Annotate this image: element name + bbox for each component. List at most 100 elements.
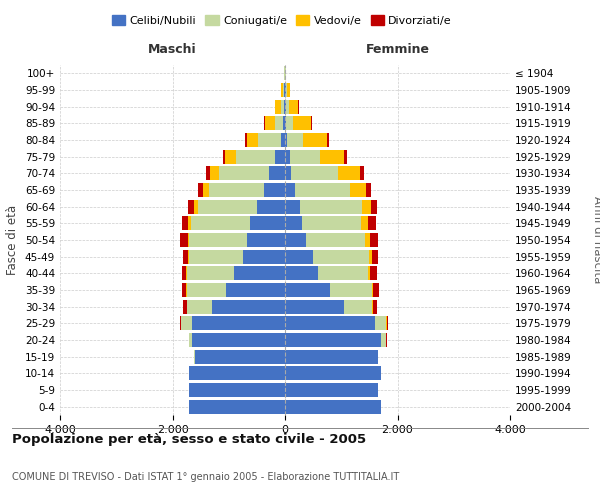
Bar bbox=[371, 200, 377, 214]
Bar bbox=[258, 133, 281, 147]
Bar bbox=[368, 266, 370, 280]
Bar bbox=[317, 266, 368, 280]
Bar bbox=[247, 133, 258, 147]
Bar bbox=[286, 83, 287, 97]
Bar bbox=[372, 283, 373, 297]
Legend: Celibi/Nubili, Coniugati/e, Vedovi/e, Divorziati/e: Celibi/Nubili, Coniugati/e, Vedovi/e, Di… bbox=[107, 10, 457, 30]
Bar bbox=[275, 100, 281, 114]
Bar bbox=[286, 100, 289, 114]
Bar bbox=[245, 133, 247, 147]
Bar bbox=[302, 216, 361, 230]
Bar bbox=[243, 250, 285, 264]
Text: Femmine: Femmine bbox=[365, 44, 430, 57]
Bar bbox=[375, 316, 386, 330]
Bar bbox=[182, 266, 186, 280]
Bar bbox=[361, 216, 368, 230]
Bar bbox=[370, 266, 377, 280]
Bar bbox=[290, 150, 320, 164]
Bar bbox=[281, 133, 285, 147]
Bar bbox=[287, 133, 303, 147]
Bar bbox=[182, 283, 186, 297]
Y-axis label: Fasce di età: Fasce di età bbox=[7, 205, 19, 275]
Bar bbox=[285, 100, 286, 114]
Bar bbox=[285, 200, 299, 214]
Bar bbox=[285, 333, 380, 347]
Bar bbox=[212, 300, 285, 314]
Bar bbox=[360, 166, 364, 180]
Bar bbox=[338, 166, 360, 180]
Bar bbox=[187, 266, 235, 280]
Bar bbox=[344, 150, 347, 164]
Bar bbox=[285, 216, 302, 230]
Bar bbox=[182, 216, 188, 230]
Bar bbox=[198, 200, 257, 214]
Bar bbox=[285, 316, 375, 330]
Bar bbox=[188, 216, 191, 230]
Bar bbox=[191, 216, 250, 230]
Bar bbox=[287, 83, 290, 97]
Bar bbox=[250, 216, 285, 230]
Bar bbox=[199, 183, 203, 197]
Bar bbox=[368, 216, 376, 230]
Bar bbox=[281, 100, 284, 114]
Bar bbox=[285, 283, 330, 297]
Bar bbox=[188, 233, 190, 247]
Bar bbox=[372, 250, 378, 264]
Bar bbox=[257, 200, 285, 214]
Bar bbox=[370, 233, 378, 247]
Bar bbox=[283, 83, 284, 97]
Bar bbox=[313, 250, 370, 264]
Bar bbox=[218, 166, 269, 180]
Bar bbox=[350, 183, 366, 197]
Bar bbox=[285, 233, 307, 247]
Bar bbox=[386, 316, 388, 330]
Bar bbox=[223, 150, 226, 164]
Bar bbox=[195, 350, 285, 364]
Bar bbox=[188, 200, 194, 214]
Text: Maschi: Maschi bbox=[148, 44, 197, 57]
Bar bbox=[226, 283, 285, 297]
Bar bbox=[194, 200, 198, 214]
Bar bbox=[190, 250, 243, 264]
Bar bbox=[366, 183, 371, 197]
Bar bbox=[183, 250, 188, 264]
Bar bbox=[380, 333, 386, 347]
Bar bbox=[327, 133, 329, 147]
Bar bbox=[289, 100, 298, 114]
Bar bbox=[307, 233, 365, 247]
Bar bbox=[203, 183, 209, 197]
Bar bbox=[183, 300, 187, 314]
Bar bbox=[330, 283, 372, 297]
Bar bbox=[190, 366, 285, 380]
Bar bbox=[285, 250, 313, 264]
Bar bbox=[192, 333, 285, 347]
Bar bbox=[365, 233, 370, 247]
Bar bbox=[190, 383, 285, 397]
Bar bbox=[284, 100, 285, 114]
Text: Popolazione per età, sesso e stato civile - 2005: Popolazione per età, sesso e stato civil… bbox=[12, 432, 366, 446]
Bar bbox=[283, 116, 285, 130]
Bar bbox=[284, 83, 285, 97]
Bar bbox=[247, 233, 285, 247]
Y-axis label: Anni di nascita: Anni di nascita bbox=[591, 196, 600, 284]
Bar bbox=[209, 183, 263, 197]
Bar bbox=[235, 266, 285, 280]
Bar bbox=[190, 400, 285, 414]
Bar bbox=[285, 116, 286, 130]
Bar bbox=[210, 166, 218, 180]
Bar bbox=[181, 316, 192, 330]
Bar bbox=[286, 116, 293, 130]
Bar bbox=[190, 333, 192, 347]
Bar bbox=[361, 200, 371, 214]
Bar bbox=[344, 300, 372, 314]
Bar bbox=[226, 150, 235, 164]
Bar bbox=[275, 116, 283, 130]
Bar bbox=[181, 233, 188, 247]
Bar bbox=[285, 383, 378, 397]
Bar bbox=[285, 183, 295, 197]
Bar bbox=[295, 183, 350, 197]
Bar bbox=[235, 150, 275, 164]
Bar bbox=[285, 166, 290, 180]
Bar bbox=[192, 316, 285, 330]
Bar bbox=[285, 366, 380, 380]
